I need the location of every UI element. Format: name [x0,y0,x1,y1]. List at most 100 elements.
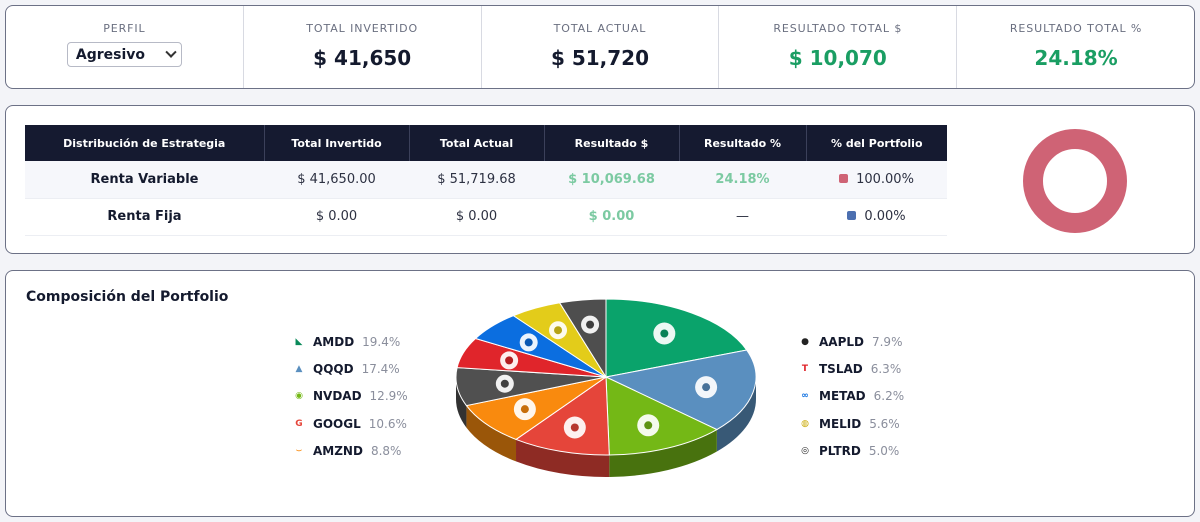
pie-side-qqqd [716,377,756,452]
kpi-result-percent: RESULTADO TOTAL % 24.18% [957,6,1195,88]
pie-logo-mark [644,421,653,430]
strategy-name: Renta Variable [25,161,264,199]
amd-icon: ◣ [295,336,303,347]
column-header: Total Actual [408,125,544,161]
portfolio-pct-value: 0.00% [864,209,906,224]
legend-item-metad: ∞ METAD 6.2% [799,383,919,410]
portfolio-pct-value: 100.00% [856,171,914,187]
legend-ticker: AMDD [313,334,355,349]
donut-segment-renta-variable [1023,129,1127,233]
tesla-icon: T [801,363,809,374]
legend-left: ◣ AMDD 19.4% ▲ QQQD 17.4% ◉ NVDAD 12.9% G GOOGL 10.… [293,328,413,464]
profile-label: PERFIL [103,22,146,35]
kpi-summary-card: PERFIL Agresivo TOTAL INVERTIDO $ 41,650… [5,5,1195,89]
legend-ticker: PLTRD [819,443,861,458]
strategy-current: $ 51,719.68 [409,161,544,199]
result-amount-value: $ 10,070 [788,46,887,70]
kpi-total-invested: TOTAL INVERTIDO $ 41,650 [244,6,482,88]
strategy-portfolio-pct: 100.00% [806,161,947,199]
color-swatch [847,211,857,220]
result-percent-label: RESULTADO TOTAL % [1009,22,1143,35]
legend-ticker: QQQD [313,361,354,376]
meta-icon: ∞ [801,391,809,402]
strategy-result: $ 10,069.68 [544,161,679,199]
legend-item-tslad: T TSLAD 6.3% [799,355,919,382]
strategy-current: $ 0.00 [409,198,544,236]
pie-logo-mark [505,356,514,365]
legend-ticker: NVDAD [313,389,362,404]
profile-selected-value: Agresivo [75,46,146,63]
legend-percent: 10.6% [368,416,407,431]
google-icon: G [295,418,303,429]
table-row: Renta Variable $ 41,650.00 $ 51,719.68 $… [25,161,947,199]
mercadolibre-icon: ◍ [801,418,809,429]
pie-slice-nvdad[interactable] [605,376,718,456]
strategy-portfolio-pct: 0.00% [806,198,947,236]
legend-percent: 5.6% [869,416,900,431]
pie-logo-mark [500,379,509,388]
legend-item-pltrd: ◎ PLTRD 5.0% [799,437,919,464]
column-header: Resultado $ [543,125,679,161]
strategy-invested: $ 0.00 [264,198,409,236]
pie-slice-qqqd[interactable] [604,349,757,431]
pie-slice-googl[interactable] [514,376,610,456]
legend-ticker: AAPLD [819,334,864,349]
result-percent-value: 24.18% [1034,46,1118,70]
amazon-icon: ⌣ [296,445,302,456]
nvidia-icon: ◉ [295,391,303,402]
total-invested-value: $ 41,650 [313,46,412,70]
kpi-profile: PERFIL Agresivo [6,6,244,88]
legend-item-qqqd: ▲ QQQD 17.4% [293,355,413,382]
legend-item-melid: ◍ MELID 5.6% [799,410,919,437]
total-invested-label: TOTAL INVERTIDO [306,22,419,35]
strategy-donut-chart [1023,129,1127,233]
composition-card: Composición del Portfolio ◣ AMDD 19.4% ▲ QQQ… [5,270,1195,517]
pie-logo-mark [702,383,711,392]
pie-slice-amdd[interactable] [605,298,748,378]
pie-side-nvdad [609,429,717,477]
pie-side-aapld [456,377,467,428]
table-row: Renta Fija $ 0.00 $ 0.00 $ 0.00 — 0.00% [25,198,947,236]
strategy-result-pct: — [679,198,806,236]
legend-item-amznd: ⌣ AMZND 8.8% [293,437,413,464]
pie-slice-amznd[interactable] [465,376,607,440]
total-current-label: TOTAL ACTUAL [553,22,647,35]
legend-ticker: MELID [819,416,862,431]
strategy-header-row: Distribución de Estrategia Total Inverti… [25,125,947,161]
apple-icon: ● [801,336,809,347]
legend-percent: 7.9% [871,334,903,349]
legend-item-amdd: ◣ AMDD 19.4% [293,328,413,355]
pie-logo-mark [524,338,533,347]
legend-ticker: GOOGL [313,416,361,431]
legend-item-googl: G GOOGL 10.6% [293,410,413,437]
kpi-total-current: TOTAL ACTUAL $ 51,720 [482,6,720,88]
column-header: Total Invertido [263,125,409,161]
strategy-table: Distribución de Estrategia Total Inverti… [25,125,947,236]
composition-title: Composición del Portfolio [26,289,229,305]
strategy-card: Distribución de Estrategia Total Inverti… [5,105,1195,254]
legend-right: ● AAPLD 7.9% T TSLAD 6.3% ∞ METAD 6.2% ◍ MELID 5.6%… [799,328,919,464]
strategy-invested: $ 41,650.00 [264,161,409,199]
legend-percent: 5.0% [868,443,900,458]
pie-logo-mark [554,326,563,335]
pie-side-amznd [466,405,517,462]
pie-logo-mark [660,329,669,338]
invesco-icon: ▲ [295,363,303,374]
column-header: % del Portfolio [805,125,947,161]
pie-logo-mark [520,405,529,414]
chevron-down-icon [165,46,177,58]
legend-percent: 17.4% [361,361,400,376]
column-header: Distribución de Estrategia [25,125,264,161]
legend-percent: 19.4% [362,334,401,349]
pie-logo-mark [586,320,595,329]
pie-side-walls [456,377,756,477]
column-header: Resultado % [678,125,806,161]
strategy-result-pct: 24.18% [679,161,806,199]
profile-select[interactable]: Agresivo [66,42,182,67]
composition-pie-chart [455,298,757,477]
legend-ticker: METAD [819,389,866,404]
color-swatch [839,173,849,183]
pie-logo-mark [570,423,579,432]
palantir-icon: ◎ [801,445,809,456]
legend-percent: 6.2% [873,389,905,404]
